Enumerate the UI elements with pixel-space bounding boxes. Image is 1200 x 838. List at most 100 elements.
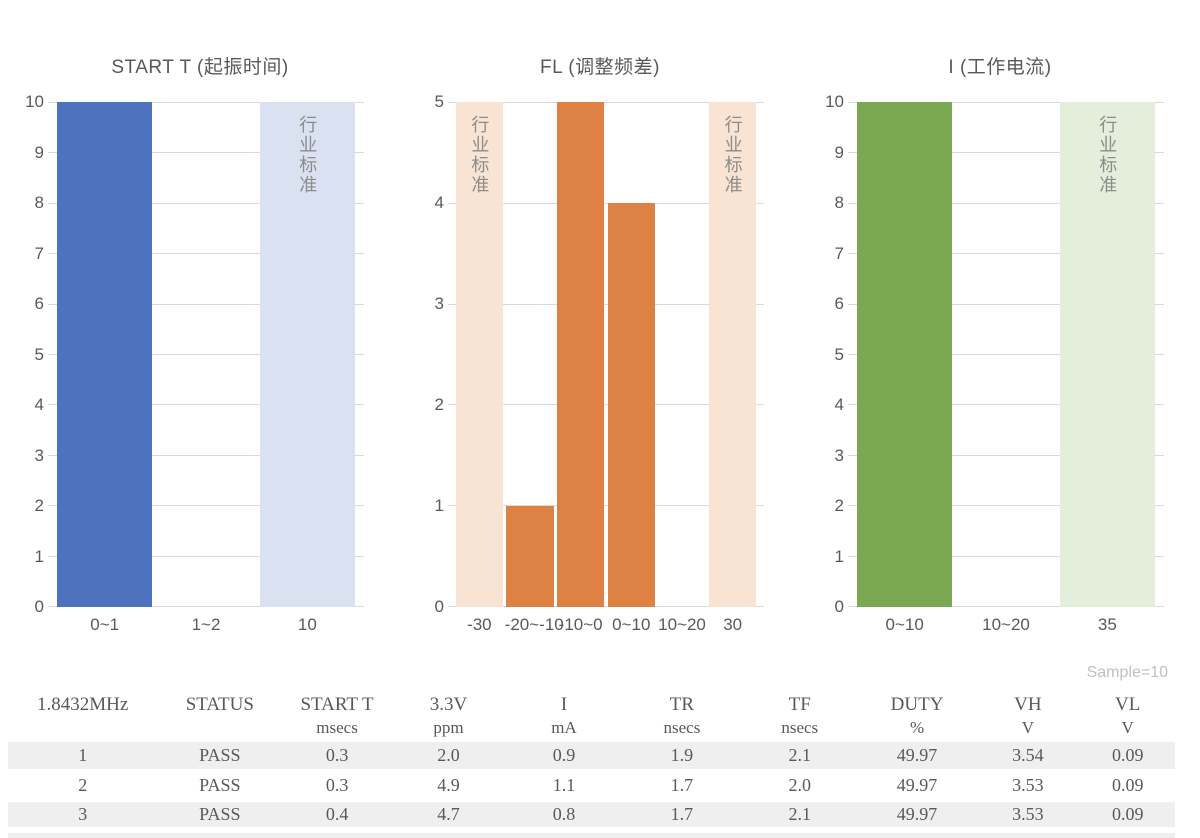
y-axis-label: 6: [834, 294, 844, 313]
sample-size-note: Sample=10: [1086, 664, 1168, 681]
column-unit: V: [1121, 718, 1134, 737]
y-axis-label: 5: [834, 344, 844, 364]
table-row: 2 PASS 0.3 4.9 1.1 1.7 2.0 49.97 3.53 0.09: [8, 771, 1175, 802]
bar: [506, 506, 554, 607]
standard-bar-label: 行业标准: [297, 115, 318, 195]
standard-bar-label: 行业标准: [469, 115, 490, 195]
column-header: DUTY: [890, 694, 944, 715]
gridline: [48, 606, 364, 607]
table-cell: 49.97: [858, 742, 976, 773]
x-axis-label: 0~10: [885, 615, 924, 634]
bar-slot: [955, 102, 1056, 607]
table-cell: 0.09: [1080, 742, 1175, 773]
y-axis-label: 3: [834, 445, 844, 465]
y-axis-label: 5: [34, 344, 44, 364]
column-header: TF: [788, 694, 811, 715]
chart-title: START T (起振时间): [111, 57, 289, 78]
bar: [556, 102, 605, 607]
y-axis-label: 9: [34, 142, 44, 162]
gridline: [848, 505, 1164, 507]
table-cell: 49.97: [858, 771, 976, 802]
table-cell: 3.53: [975, 771, 1081, 802]
chart-fl: FL (调整频差) 0 1 2 3 4 5 行业标准 行业标准 -30 -20~-10 -10~0 0~…: [400, 0, 800, 650]
x-axis: 0~1 1~2 10: [54, 615, 358, 639]
y-axis-label: 7: [34, 243, 44, 263]
bar-slot: 行业标准: [454, 102, 505, 607]
measurement-table: 1.8432MHz STATUS START T 3.3V I TR TF DUTY VH VL m…: [8, 690, 1175, 831]
table-cell: 0.9: [505, 742, 623, 773]
x-axis: -30 -20~-10 -10~0 0~10 10~20 30: [454, 615, 758, 639]
gridline: [48, 404, 364, 406]
plot-area: 行业标准: [848, 102, 1164, 607]
table-cell: 0.3: [282, 771, 392, 802]
gridline: [848, 454, 1164, 456]
y-axis-label: 1: [34, 546, 44, 566]
bar-slot: [555, 102, 606, 607]
x-axis-label: -20~-10: [504, 615, 564, 634]
gridline: [848, 555, 1164, 557]
y-axis: 0 1 2 3 4 5 6 7 8 9 10: [800, 93, 844, 616]
column-header: VH: [1014, 694, 1042, 715]
table-cell: 3: [8, 800, 158, 831]
y-axis-label: 5: [434, 92, 444, 111]
table-cell: 1.9: [622, 742, 741, 773]
chart-title: FL (调整频差): [540, 57, 660, 78]
y-axis-label: 3: [434, 294, 444, 313]
y-axis-label: 4: [34, 395, 44, 414]
gridline: [448, 303, 764, 305]
gridline: [848, 606, 1164, 607]
gridline: [48, 354, 364, 355]
table-cell: 1.7: [622, 771, 741, 802]
y-axis-label: 10: [25, 92, 44, 111]
gridline: [848, 253, 1164, 255]
x-axis-label: 0~1: [90, 615, 120, 634]
x-axis-label: 1~2: [191, 615, 221, 634]
table-cell: 3.53: [975, 800, 1081, 831]
gridline: [448, 505, 764, 507]
x-axis-label: -10~0: [558, 615, 603, 634]
y-axis-label: 0: [434, 597, 444, 616]
column-header: TR: [669, 694, 695, 715]
column-header: STATUS: [185, 694, 254, 715]
table-cell: 4.9: [391, 771, 506, 802]
standard-bar-label: 行业标准: [722, 115, 743, 195]
gridline: [848, 102, 1164, 103]
gridline: [448, 102, 764, 103]
table-cell: 0.09: [1080, 771, 1175, 802]
gridline: [448, 606, 764, 607]
table-cell: 0.4: [282, 800, 392, 831]
standard-bar-label: 行业标准: [1097, 115, 1118, 195]
y-axis-label: 9: [834, 142, 844, 162]
standard-bar: 行业标准: [259, 102, 355, 607]
y-axis-label: 7: [834, 243, 844, 263]
bar-slot: [155, 102, 256, 607]
table-row: 3 PASS 0.4 4.7 0.8 1.7 2.1 49.97 3.53 0.09: [8, 800, 1175, 831]
table-cell: 2.1: [740, 800, 859, 831]
column-unit: [8, 718, 157, 742]
y-axis-label: 2: [34, 496, 44, 515]
table-next-row-partial: [8, 833, 1175, 838]
table-cell: 0.3: [282, 742, 392, 773]
column-unit: mA: [551, 718, 577, 737]
bar-slot: 行业标准: [1057, 102, 1158, 607]
y-axis-label: 1: [834, 546, 844, 566]
table-cell: 2: [8, 771, 158, 802]
gridline: [448, 404, 764, 406]
y-axis-label: 6: [34, 294, 44, 313]
column-header: VL: [1115, 694, 1141, 715]
chart-start-t: START T (起振时间) 0 1 2 3 4 5 6 7 8 9 10 行业标准 0~1 1~2 10: [0, 0, 400, 650]
gridline: [48, 454, 364, 456]
y-axis: 0 1 2 3 4 5 6 7 8 9 10: [0, 93, 44, 616]
y-axis-label: 2: [434, 395, 444, 414]
gridline: [848, 303, 1164, 305]
table-row: 1 PASS 0.3 2.0 0.9 1.9 2.1 49.97 3.54 0.09: [8, 742, 1175, 773]
bar-slot: [54, 102, 155, 607]
y-axis-label: 2: [834, 496, 844, 515]
charts-row: START T (起振时间) 0 1 2 3 4 5 6 7 8 9 10 行业标准 0~1 1~2 10 F…: [0, 0, 1164, 650]
column-unit: msecs: [316, 718, 358, 737]
table-cell: 2.1: [740, 742, 859, 773]
bar: [607, 203, 656, 607]
gridline: [848, 152, 1164, 154]
standard-bar: 行业标准: [1059, 102, 1155, 607]
